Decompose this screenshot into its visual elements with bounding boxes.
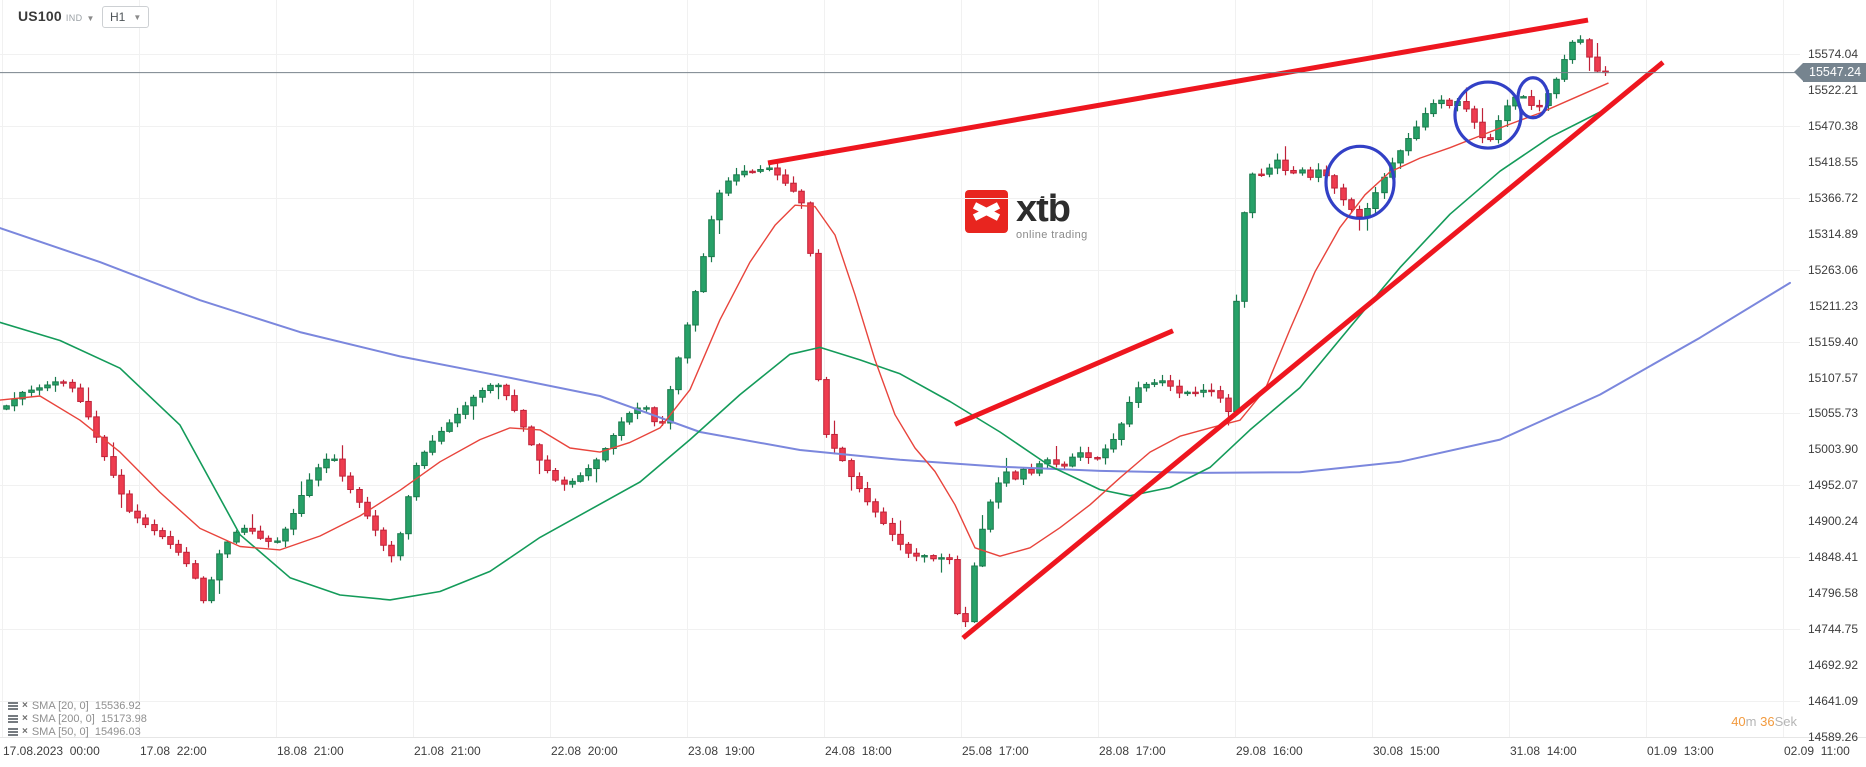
x-axis-label: 31.08 14:00 <box>1510 744 1577 758</box>
legend-row: × SMA [20, 0] 15536.92 <box>8 699 147 712</box>
x-axis-label: 01.09 13:00 <box>1647 744 1714 758</box>
timer-seconds-unit: Sek <box>1774 714 1797 729</box>
y-axis-label: 15522.21 <box>1807 82 1858 97</box>
timer-seconds: 36 <box>1760 714 1775 729</box>
x-axis-label: 21.08 21:00 <box>414 744 481 758</box>
legend-text: SMA [200, 0] 15173.98 <box>31 712 147 725</box>
y-axis-label: 14744.75 <box>1807 622 1858 637</box>
y-axis-label: 15055.73 <box>1807 406 1858 421</box>
y-axis-label: 15470.38 <box>1807 118 1858 133</box>
x-axis-label: 18.08 21:00 <box>277 744 344 758</box>
indicator-settings-icon[interactable] <box>8 701 18 710</box>
y-axis-label: 15366.72 <box>1807 190 1858 205</box>
indicator-legend: × SMA [20, 0] 15536.92 × SMA [200, 0] 15173… <box>8 699 147 738</box>
symbol-type-badge: IND <box>65 13 83 23</box>
brand-tagline: online trading <box>1016 229 1088 241</box>
x-axis-label: 22.08 20:00 <box>551 744 618 758</box>
y-axis-label: 14900.24 <box>1807 514 1858 529</box>
chevron-down-icon: ▼ <box>86 14 95 23</box>
y-axis-label: 14589.26 <box>1807 730 1858 744</box>
legend-row: × SMA [50, 0] 15496.03 <box>8 725 147 738</box>
candles <box>3 35 1609 628</box>
y-axis-label: 14692.92 <box>1807 658 1858 673</box>
y-axis-label: 14848.41 <box>1807 550 1858 565</box>
y-axis-label: 15159.40 <box>1807 334 1858 349</box>
candle-countdown-timer: 40m 36Sek <box>1731 714 1797 729</box>
y-axis-label: 15211.23 <box>1808 298 1858 313</box>
y-axis-label: 15574.04 <box>1807 47 1858 61</box>
x-axis-label: 29.08 16:00 <box>1236 744 1303 758</box>
legend-text: SMA [50, 0] 15496.03 <box>31 725 141 738</box>
indicator-settings-icon[interactable] <box>8 727 18 736</box>
xtb-logo-icon <box>965 190 1008 233</box>
y-axis-label: 14641.09 <box>1807 694 1858 709</box>
timeframe-dropdown[interactable]: H1 ▼ <box>102 6 150 28</box>
legend-text: SMA [20, 0] 15536.92 <box>31 699 141 712</box>
grid-lines <box>0 0 1866 738</box>
sma-20-line <box>0 82 1609 557</box>
y-axis-label: 14952.07 <box>1807 478 1858 493</box>
x-axis-label: 17.08.2023 00:00 <box>3 744 100 758</box>
timer-minutes-unit: m <box>1745 714 1761 729</box>
indicator-remove-icon[interactable]: × <box>22 699 28 711</box>
y-axis-label: 15418.55 <box>1807 154 1858 169</box>
x-axis-label: 02.09 11:00 <box>1784 744 1850 758</box>
current-price-tag: 15547.24 <box>1794 63 1866 83</box>
x-axis-label: 23.08 19:00 <box>688 744 755 758</box>
y-axis-label: 15314.89 <box>1807 226 1858 241</box>
symbol-name: US100 <box>18 8 62 24</box>
highlight-circles <box>1324 76 1550 220</box>
symbol-dropdown[interactable]: US100 IND ▼ <box>18 8 94 24</box>
x-axis-label: 30.08 15:00 <box>1373 744 1440 758</box>
timer-minutes: 40 <box>1731 714 1746 729</box>
legend-row: × SMA [200, 0] 15173.98 <box>8 712 147 725</box>
x-axis-label: 24.08 18:00 <box>825 744 892 758</box>
xtb-watermark: xtb online trading <box>965 190 1088 241</box>
brand-name: xtb <box>1016 188 1071 230</box>
chevron-down-icon: ▼ <box>133 12 142 22</box>
indicator-remove-icon[interactable]: × <box>22 725 28 737</box>
y-axis-label: 15107.57 <box>1807 370 1858 385</box>
timeframe-label: H1 <box>110 10 126 24</box>
sma-50-line <box>0 108 1606 601</box>
indicator-remove-icon[interactable]: × <box>22 712 28 724</box>
y-axis-label: 14796.58 <box>1807 586 1858 601</box>
x-axis-label: 17.08 22:00 <box>140 744 207 758</box>
y-axis-label: 15263.06 <box>1807 262 1858 277</box>
trend-lines <box>767 17 1665 640</box>
sma-200-line <box>0 227 1791 474</box>
x-axis-label: 28.08 17:00 <box>1099 744 1166 758</box>
x-axis-label: 25.08 17:00 <box>962 744 1029 758</box>
indicator-settings-icon[interactable] <box>8 714 18 723</box>
y-axis-label: 15003.90 <box>1807 442 1858 457</box>
